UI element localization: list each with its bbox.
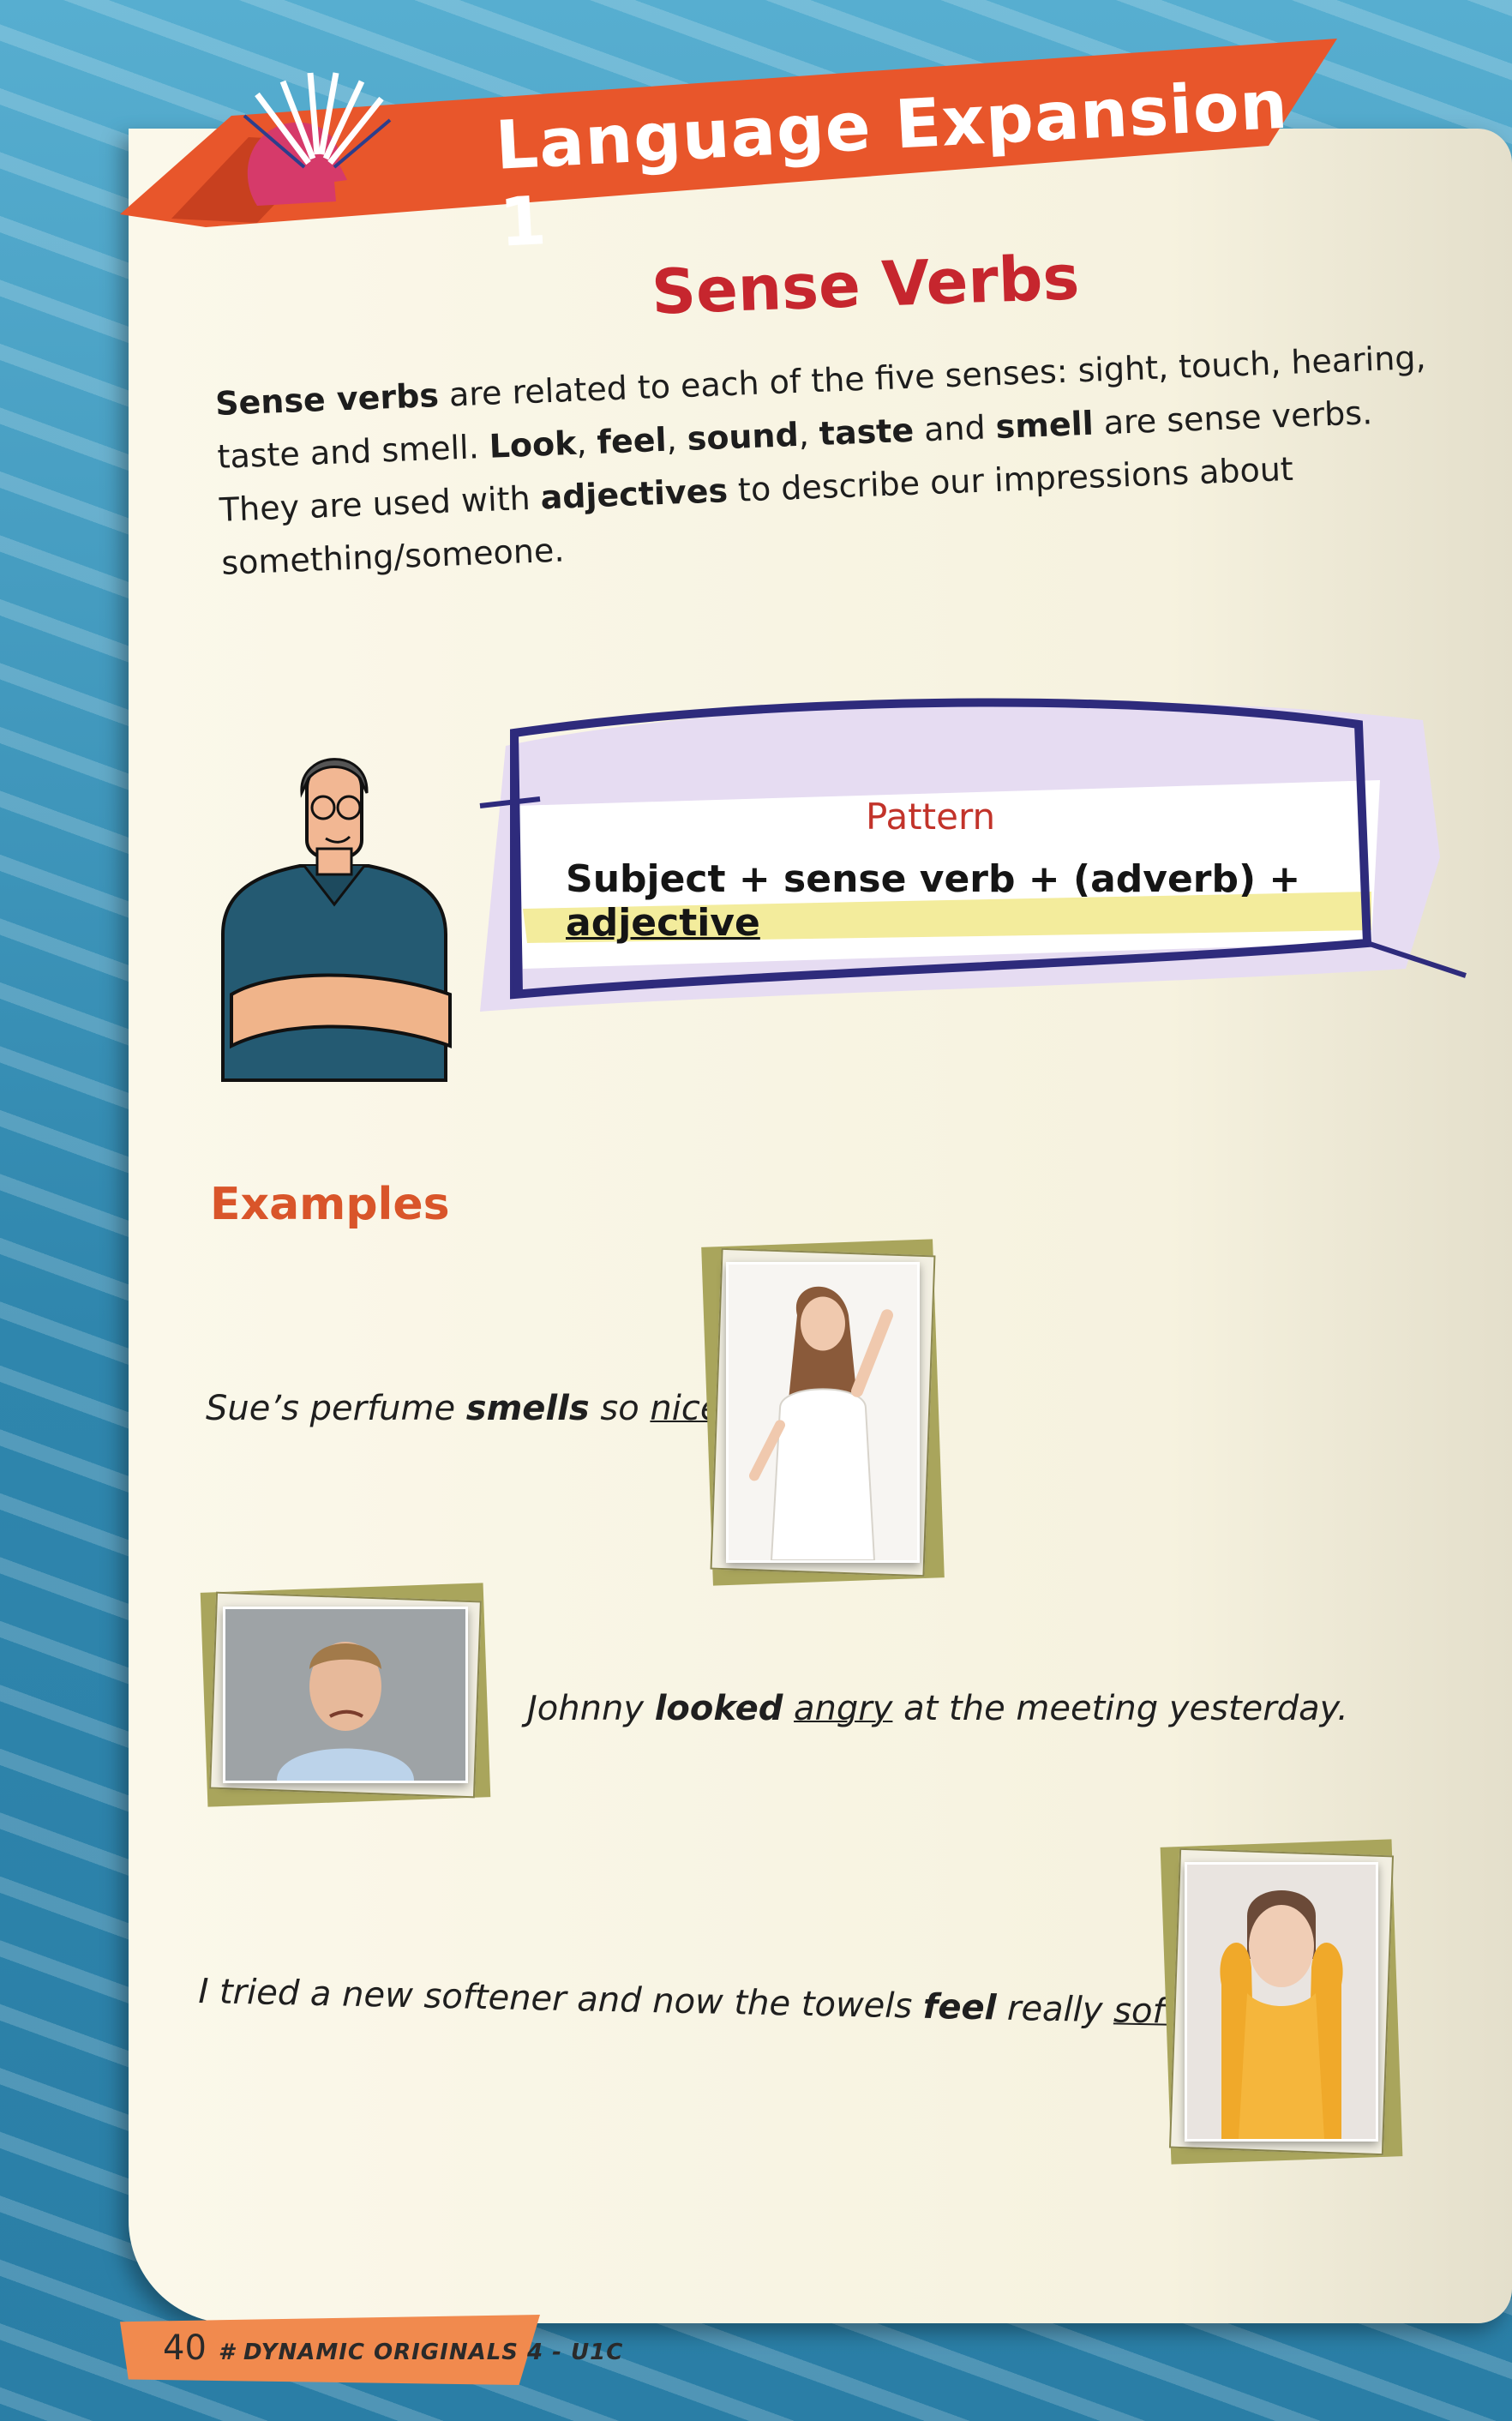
example-sentence-2: Johnny looked angry at the meeting yeste…: [527, 1689, 1348, 1728]
pattern-frame: [479, 698, 1467, 1012]
example-verb: smells: [465, 1389, 590, 1428]
brain-head-icon: [243, 72, 392, 206]
example-text: at the meeting yesterday.: [892, 1689, 1348, 1728]
intro-separator: ,: [797, 414, 820, 454]
intro-separator: ,: [575, 423, 598, 462]
photo-image: [1185, 1862, 1378, 2142]
photo-towel-woman: [1160, 1839, 1403, 2165]
example-text: really: [995, 1988, 1114, 2031]
photo-image: [726, 1262, 920, 1563]
verb-taste: taste: [818, 411, 915, 453]
pattern-formula: Subject + sense verb + (adverb) + adject…: [566, 857, 1474, 945]
example-text: Sue’s perfume: [206, 1389, 466, 1428]
footer: 40 # DYNAMIC ORIGINALS 4 - U1C: [163, 2328, 623, 2368]
example-sentence-1: Sue’s perfume smells so nice.: [206, 1389, 732, 1428]
pattern-box: Pattern Subject + sense verb + (adverb) …: [446, 686, 1474, 1046]
example-text: [783, 1689, 794, 1728]
example-adjective: angry: [794, 1689, 893, 1728]
intro-and: and: [913, 408, 997, 449]
example-verb: looked: [654, 1689, 783, 1728]
pattern-label: Pattern: [866, 796, 996, 838]
verb-feel: feel: [596, 420, 668, 461]
verb-look: Look: [488, 424, 578, 466]
example-text: so: [589, 1389, 651, 1428]
photo-angry-man: [200, 1583, 491, 1807]
teacher-illustration: [206, 737, 463, 1097]
pattern-formula-adjective: adjective: [566, 901, 760, 945]
example-verb: feel: [922, 1986, 997, 2028]
intro-adjectives: adjectives: [539, 472, 729, 517]
examples-heading: Examples: [210, 1179, 450, 1230]
photo-image: [223, 1607, 468, 1783]
intro-separator: ,: [665, 419, 688, 459]
verb-smell: smell: [994, 404, 1095, 447]
intro-text: They are used with: [219, 478, 542, 529]
book-title: # DYNAMIC ORIGINALS 4 - U1C: [218, 2340, 624, 2365]
footer-tab: [120, 2315, 540, 2385]
page-title: Sense Verbs: [650, 241, 1081, 328]
pattern-formula-prefix: Subject + sense verb + (adverb) +: [566, 857, 1301, 901]
example-text: Johnny: [527, 1689, 655, 1728]
header-banner: Language Expansion 1: [111, 34, 1346, 262]
page-number: 40: [163, 2328, 207, 2368]
verb-sound: sound: [686, 415, 800, 458]
intro-text: are sense verbs.: [1092, 393, 1373, 442]
photo-perfume-woman: [701, 1239, 945, 1586]
banner-shape: [120, 39, 1337, 227]
intro-term: Sense verbs: [214, 375, 440, 423]
